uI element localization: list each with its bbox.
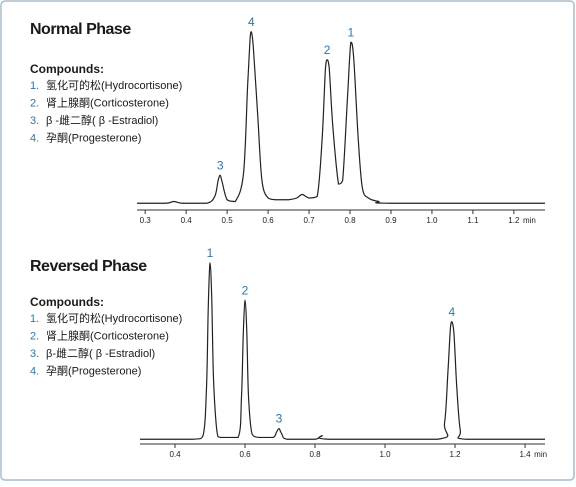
compound-number: 3. (30, 348, 39, 360)
compound-number: 1. (30, 313, 39, 325)
compound-name: 肾上腺酮(Corticosterone) (46, 95, 169, 109)
compound-name: 孕酮(Progesterone) (46, 364, 141, 377)
peak-label: 1 (207, 246, 214, 260)
compound-number: 4. (30, 365, 39, 377)
x-tick-label: 1.0 (379, 450, 391, 459)
x-axis-label: min (534, 450, 547, 459)
x-tick-label: 0.5 (222, 216, 234, 225)
compound-name: 氢化可的松(Hydrocortisone) (46, 311, 182, 325)
compound-number: 2. (30, 97, 39, 109)
peak-label: 2 (242, 284, 249, 298)
peak-label: 1 (347, 25, 354, 39)
x-tick-label: 1.4 (519, 450, 531, 459)
chart-title: Normal Phase (30, 21, 131, 38)
compound-name: β -雌二醇( β -Estradiol) (46, 113, 158, 127)
peak-label: 3 (217, 158, 224, 172)
x-tick-label: 1.2 (508, 216, 520, 225)
peak-label: 3 (276, 412, 283, 426)
compound-name: 氢化可的松(Hydrocortisone) (46, 78, 182, 92)
x-tick-label: 0.6 (239, 450, 251, 459)
trace (139, 262, 545, 440)
compound-number: 4. (30, 132, 39, 144)
compound-number: 1. (30, 80, 39, 92)
x-tick-label: 1.1 (467, 216, 479, 225)
x-tick-label: 0.4 (169, 450, 181, 459)
compounds-title: Compounds: (30, 295, 104, 309)
x-tick-label: 0.3 (140, 216, 152, 225)
x-tick-label: 1.0 (426, 216, 438, 225)
x-tick-label: 0.7 (303, 216, 315, 225)
compound-name: 孕酮(Progesterone) (46, 131, 141, 144)
x-tick-label: 0.8 (309, 450, 321, 459)
x-tick-label: 0.9 (385, 216, 397, 225)
chart-title: Reversed Phase (30, 258, 147, 275)
peak-label: 2 (324, 43, 331, 57)
peak-label: 4 (449, 305, 456, 319)
x-tick-label: 1.2 (449, 450, 461, 459)
compound-number: 3. (30, 115, 39, 127)
compounds-title: Compounds: (30, 62, 104, 76)
trace (137, 31, 545, 204)
compound-number: 2. (30, 330, 39, 342)
x-tick-label: 0.6 (263, 216, 275, 225)
x-tick-label: 0.8 (344, 216, 356, 225)
compound-name: β-雌二醇( β -Estradiol) (46, 346, 155, 360)
compound-name: 肾上腺酮(Corticosterone) (46, 328, 169, 342)
peak-label: 4 (248, 15, 255, 29)
x-axis-label: min (523, 216, 536, 225)
x-tick-label: 0.4 (181, 216, 193, 225)
